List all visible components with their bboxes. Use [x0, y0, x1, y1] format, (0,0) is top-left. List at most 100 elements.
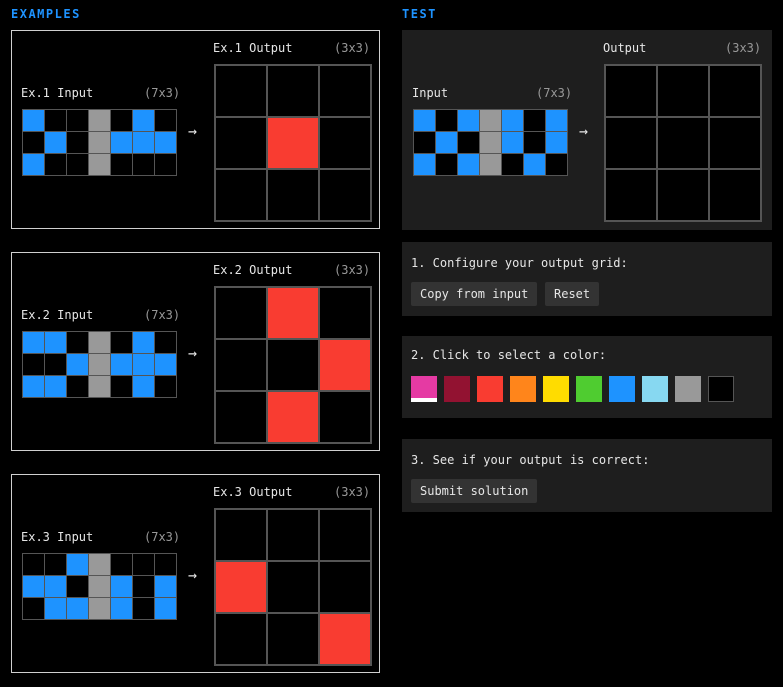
example-input-grid: [22, 331, 177, 398]
example-output-size: (3x3): [334, 263, 371, 277]
copy-from-input-button[interactable]: Copy from input: [411, 282, 538, 306]
color-swatch[interactable]: [708, 376, 734, 402]
grid-cell: [546, 154, 567, 175]
grid-cell: [268, 392, 318, 442]
arrow-icon: →: [188, 344, 198, 362]
test-panel: Input (7x3) → Output (3x3): [402, 30, 772, 230]
grid-cell: [268, 562, 318, 612]
grid-cell[interactable]: [606, 118, 656, 168]
grid-cell: [45, 132, 66, 153]
grid-cell: [133, 110, 154, 131]
grid-cell: [89, 110, 110, 131]
color-swatch[interactable]: [675, 376, 701, 402]
example-output-grid: [214, 64, 372, 222]
grid-cell: [480, 110, 501, 131]
grid-cell[interactable]: [710, 170, 760, 220]
grid-cell: [89, 332, 110, 353]
grid-cell: [458, 154, 479, 175]
grid-cell: [45, 354, 66, 375]
grid-cell: [111, 576, 132, 597]
grid-cell: [45, 576, 66, 597]
grid-cell: [23, 154, 44, 175]
grid-cell: [133, 132, 154, 153]
color-swatch[interactable]: [411, 376, 437, 402]
grid-cell: [320, 562, 370, 612]
grid-cell: [524, 110, 545, 131]
color-swatch[interactable]: [543, 376, 569, 402]
grid-cell: [67, 132, 88, 153]
grid-cell: [155, 598, 176, 619]
test-heading: TEST: [402, 7, 437, 21]
grid-cell: [67, 576, 88, 597]
grid-cell: [320, 340, 370, 390]
example-output-label: Ex.3 Output: [213, 485, 293, 499]
grid-cell: [268, 66, 318, 116]
grid-cell: [23, 598, 44, 619]
grid-cell[interactable]: [658, 66, 708, 116]
example-input-size: (7x3): [144, 86, 181, 100]
example-2-panel: Ex.2 Input (7x3) → Ex.2 Output (3x3): [11, 252, 380, 451]
example-output-label: Ex.1 Output: [213, 41, 293, 55]
test-output-size: (3x3): [725, 41, 762, 55]
grid-cell: [45, 376, 66, 397]
color-swatch[interactable]: [609, 376, 635, 402]
grid-cell: [268, 170, 318, 220]
step-3-label: 3. See if your output is correct:: [411, 453, 650, 467]
grid-cell[interactable]: [658, 118, 708, 168]
grid-cell: [436, 132, 457, 153]
grid-cell[interactable]: [710, 66, 760, 116]
examples-heading: EXAMPLES: [11, 7, 81, 21]
grid-cell: [436, 154, 457, 175]
test-output-label: Output: [603, 41, 647, 55]
example-output-size: (3x3): [334, 41, 371, 55]
color-swatch[interactable]: [510, 376, 536, 402]
grid-cell: [23, 110, 44, 131]
grid-cell: [67, 554, 88, 575]
grid-cell: [268, 288, 318, 338]
grid-cell: [23, 354, 44, 375]
grid-cell: [155, 132, 176, 153]
color-swatch[interactable]: [642, 376, 668, 402]
color-panel: 2. Click to select a color:: [402, 336, 772, 418]
color-swatch[interactable]: [444, 376, 470, 402]
submit-solution-button[interactable]: Submit solution: [411, 479, 538, 503]
grid-cell: [23, 576, 44, 597]
grid-cell: [268, 118, 318, 168]
grid-cell: [216, 614, 266, 664]
example-input-size: (7x3): [144, 308, 181, 322]
grid-cell: [320, 614, 370, 664]
grid-cell: [111, 554, 132, 575]
grid-cell: [546, 132, 567, 153]
step-2-label: 2. Click to select a color:: [411, 348, 607, 362]
grid-cell: [216, 170, 266, 220]
grid-cell: [216, 392, 266, 442]
grid-cell: [89, 354, 110, 375]
test-output-grid[interactable]: [604, 64, 762, 222]
color-swatch[interactable]: [477, 376, 503, 402]
example-output-grid: [214, 508, 372, 666]
grid-cell: [133, 154, 154, 175]
grid-cell: [111, 598, 132, 619]
test-input-grid: [413, 109, 568, 176]
grid-cell[interactable]: [658, 170, 708, 220]
grid-cell[interactable]: [606, 170, 656, 220]
grid-cell: [133, 576, 154, 597]
grid-cell: [155, 154, 176, 175]
grid-cell: [502, 110, 523, 131]
grid-cell: [89, 132, 110, 153]
arrow-icon: →: [188, 122, 198, 140]
grid-cell: [45, 332, 66, 353]
grid-cell: [155, 110, 176, 131]
grid-cell: [216, 510, 266, 560]
example-output-label: Ex.2 Output: [213, 263, 293, 277]
color-swatch[interactable]: [576, 376, 602, 402]
grid-cell: [45, 110, 66, 131]
grid-cell[interactable]: [606, 66, 656, 116]
grid-cell: [45, 598, 66, 619]
reset-button[interactable]: Reset: [545, 282, 600, 306]
grid-cell: [320, 288, 370, 338]
grid-cell: [23, 132, 44, 153]
grid-cell: [67, 376, 88, 397]
grid-cell: [502, 154, 523, 175]
grid-cell[interactable]: [710, 118, 760, 168]
